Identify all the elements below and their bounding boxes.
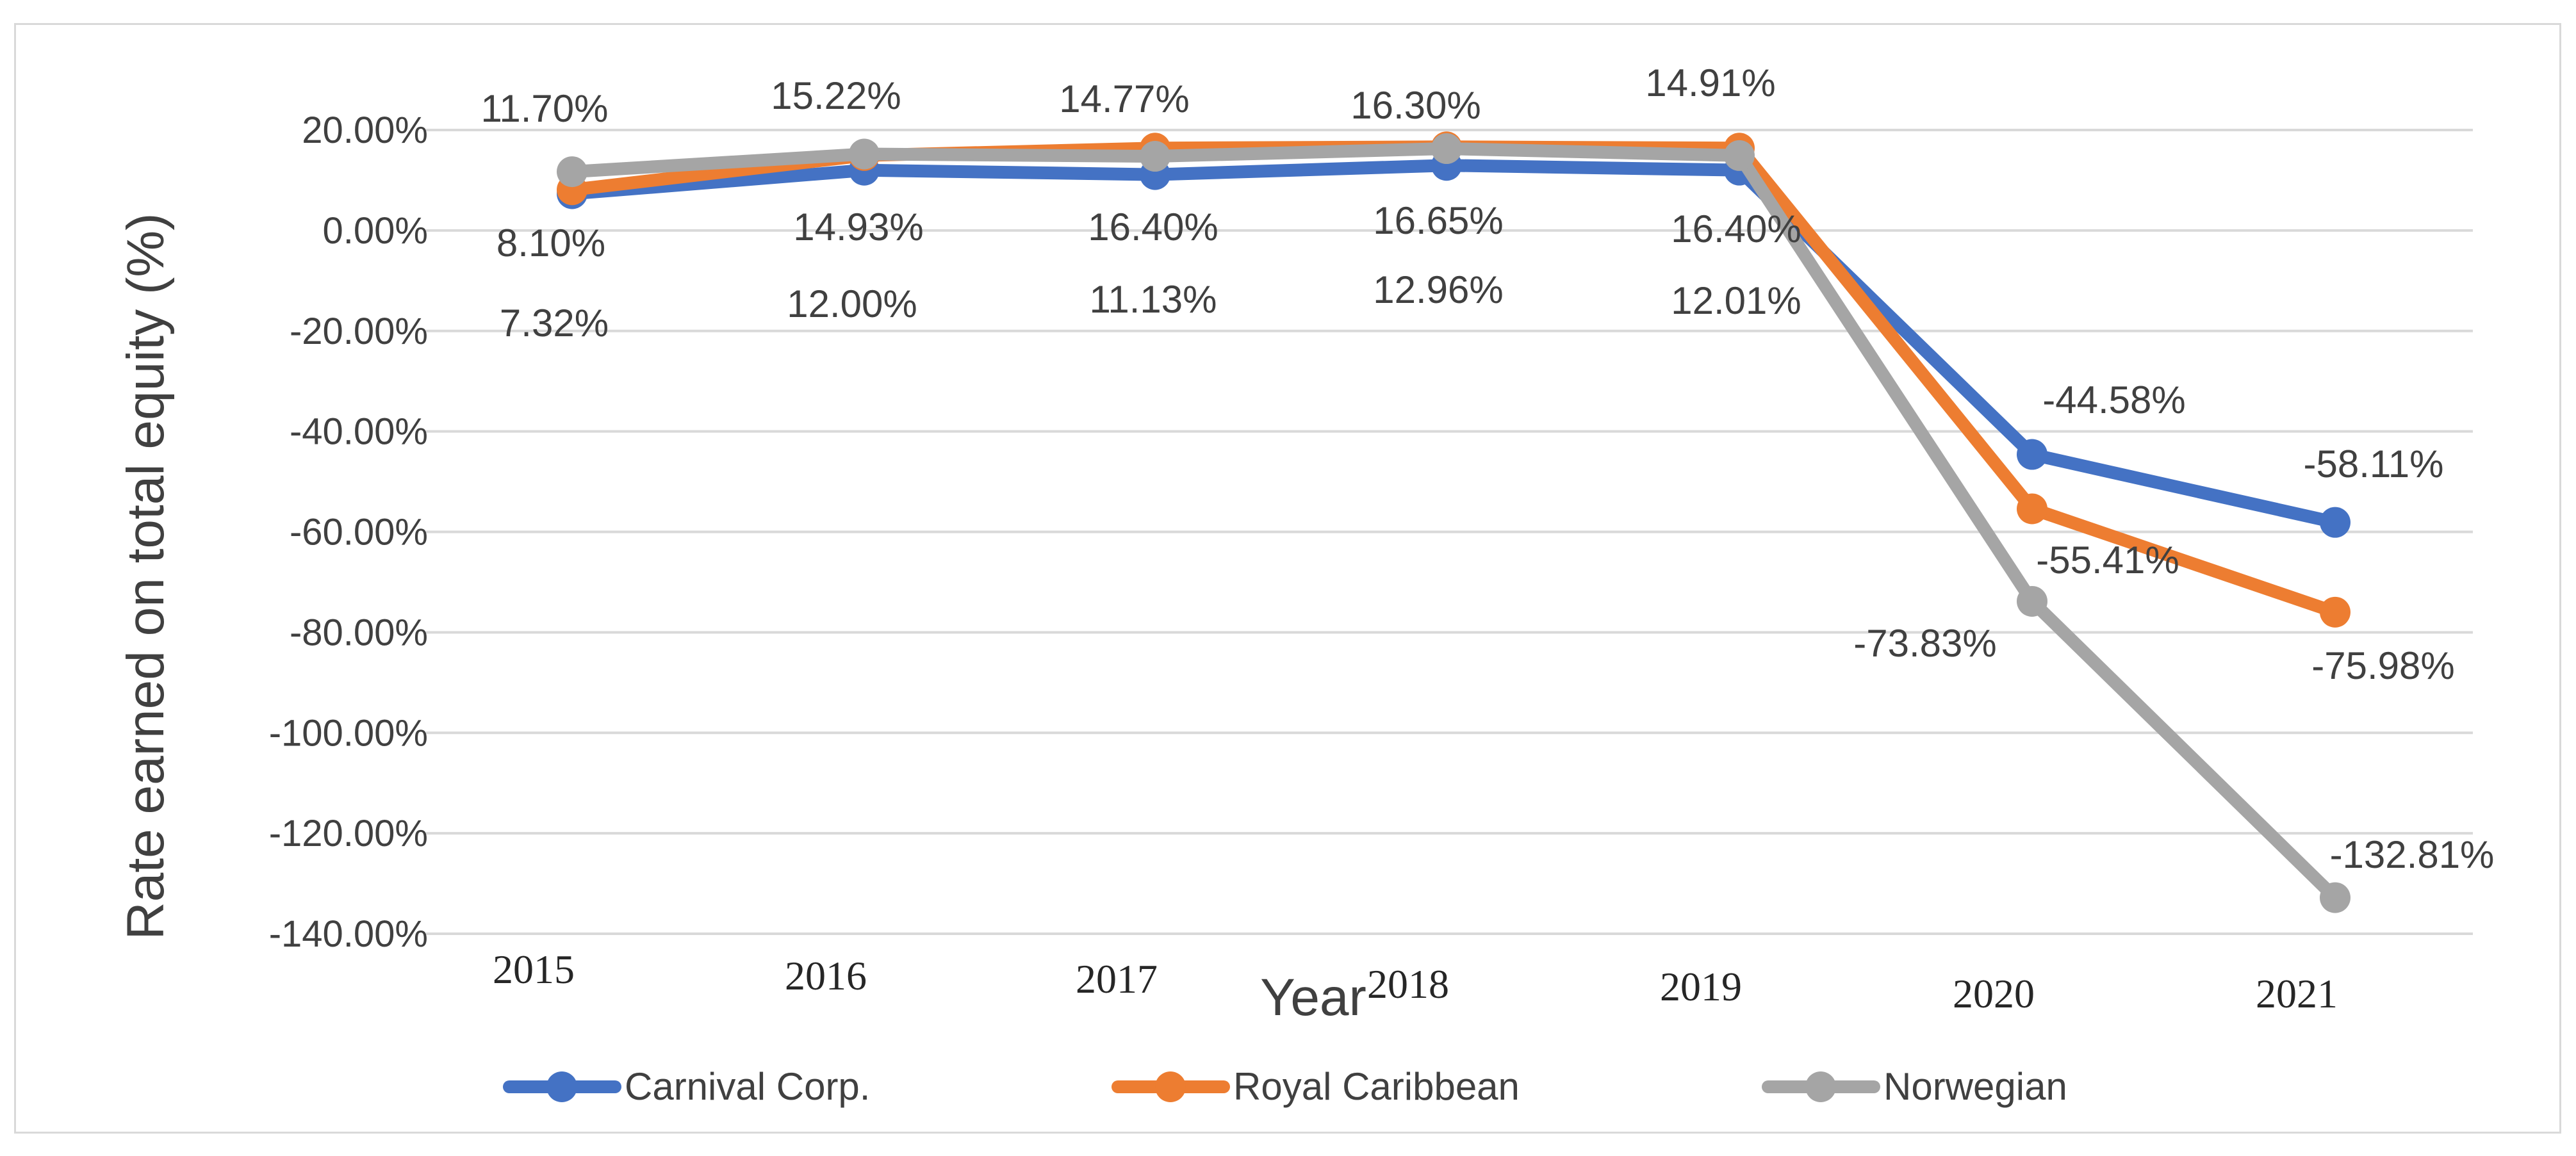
data-label: 12.96%: [1373, 268, 1504, 311]
series-lines: [557, 131, 2350, 913]
data-label: -132.81%: [2330, 833, 2495, 876]
chart-frame: [14, 23, 2561, 1134]
data-label: -44.58%: [2042, 379, 2185, 421]
data-label: 11.70%: [480, 87, 608, 130]
data-label: 14.93%: [793, 206, 924, 248]
x-tick-label: 2021: [2256, 971, 2338, 1016]
data-label: 16.65%: [1373, 199, 1504, 242]
x-tick-label: 2019: [1660, 964, 1742, 1009]
data-label: 16.30%: [1350, 84, 1481, 127]
data-point: [2017, 493, 2047, 525]
y-tick-label: -140.00%: [269, 913, 428, 955]
data-point: [2320, 596, 2350, 628]
data-label: 14.77%: [1059, 77, 1190, 120]
data-point: [2320, 507, 2350, 538]
data-label: 7.32%: [500, 302, 609, 345]
y-tick-label: -120.00%: [269, 813, 428, 854]
legend-swatch-marker: [1155, 1071, 1186, 1102]
x-tick-label: 2016: [785, 953, 867, 998]
y-tick-label: -80.00%: [290, 612, 428, 653]
data-label: -73.83%: [1853, 622, 1996, 665]
y-tick-label: 0.00%: [323, 210, 428, 252]
data-label: 12.00%: [787, 282, 917, 325]
x-axis-ticks: 2015 2016 2017 2018 2019 2020 2021: [493, 947, 2338, 1016]
x-tick-label: 2017: [1076, 956, 1158, 1002]
data-point: [1724, 140, 1755, 171]
y-tick-label: 20.00%: [302, 110, 428, 151]
data-label: 16.40%: [1088, 206, 1218, 248]
y-tick-label: -20.00%: [290, 311, 428, 352]
x-tick-label: 2015: [493, 947, 575, 992]
legend-item: Norwegian: [1762, 1065, 2067, 1108]
gridlines: [426, 129, 2473, 935]
legend-label: Royal Caribbean: [1233, 1065, 1520, 1108]
x-axis-title: Year: [1260, 968, 1366, 1027]
x-tick-label: 2018: [1367, 961, 1449, 1007]
data-point: [2017, 585, 2047, 617]
legend-label: Carnival Corp.: [625, 1065, 870, 1108]
data-labels: 7.32% 12.00% 11.13% 12.96% 12.01% -44.58% -58.…: [480, 61, 2494, 876]
y-tick-label: -60.00%: [290, 512, 428, 553]
y-axis-title: Rate earned on total equity (%): [117, 213, 175, 940]
data-label: -58.11%: [2303, 443, 2443, 485]
data-label: 8.10%: [496, 222, 605, 265]
legend-label: Norwegian: [1883, 1065, 2067, 1108]
data-label: -75.98%: [2311, 644, 2454, 687]
y-tick-label: -40.00%: [290, 411, 428, 453]
data-point: [2017, 439, 2047, 470]
y-axis-ticks: 20.00% 0.00% -20.00% -40.00% -60.00% -80.00% -…: [269, 110, 428, 955]
legend-item: Royal Caribbean: [1112, 1065, 1520, 1108]
x-tick-label: 2020: [1953, 971, 2035, 1016]
data-label: 11.13%: [1089, 278, 1217, 321]
data-point: [1431, 133, 1462, 165]
data-point: [557, 156, 587, 188]
legend-swatch-marker: [1805, 1071, 1836, 1102]
series-norwegian: [557, 133, 2350, 913]
legend-swatch-marker: [546, 1071, 577, 1102]
data-label: 15.22%: [771, 74, 901, 117]
data-point: [1140, 141, 1170, 172]
data-label: 12.01%: [1671, 279, 1801, 322]
legend-item: Carnival Corp.: [503, 1065, 870, 1108]
data-label: 16.40%: [1671, 208, 1801, 250]
y-tick-label: -100.00%: [269, 712, 428, 754]
data-label: 14.91%: [1645, 61, 1776, 104]
data-label: -55.41%: [2036, 539, 2179, 582]
data-point: [2320, 882, 2350, 913]
data-point: [849, 138, 880, 170]
legend: Carnival Corp. Royal Caribbean Norwegian: [503, 1065, 2067, 1108]
